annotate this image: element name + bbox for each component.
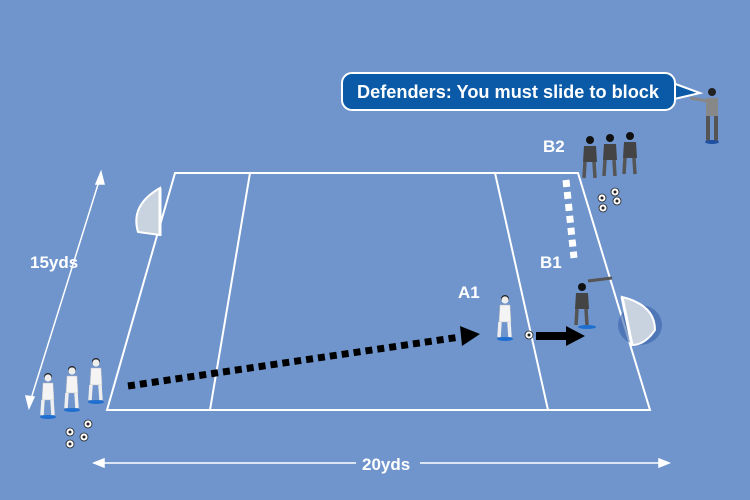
defender-run-path (562, 179, 578, 259)
length-label: 20yds (362, 455, 410, 474)
attacker-queue (38, 356, 106, 449)
zone-line-right (494, 172, 549, 411)
b2-label: B2 (543, 137, 565, 156)
defender-queue (581, 130, 639, 213)
length-marker (91, 457, 672, 469)
goal-right (618, 295, 662, 347)
pass-arrow (127, 326, 480, 390)
a1-label: A1 (458, 283, 480, 302)
coach (689, 88, 719, 144)
dribble-arrow (536, 326, 585, 346)
width-label: 15yds (30, 253, 78, 272)
b1-label: B1 (540, 253, 562, 272)
callout-text: Defenders: You must slide to block (357, 82, 660, 102)
goal-left (135, 186, 162, 237)
pitch-boundary (105, 172, 652, 411)
player-b1 (573, 276, 613, 329)
width-marker (25, 169, 105, 411)
coach-callout: Defenders: You must slide to block (341, 72, 704, 111)
